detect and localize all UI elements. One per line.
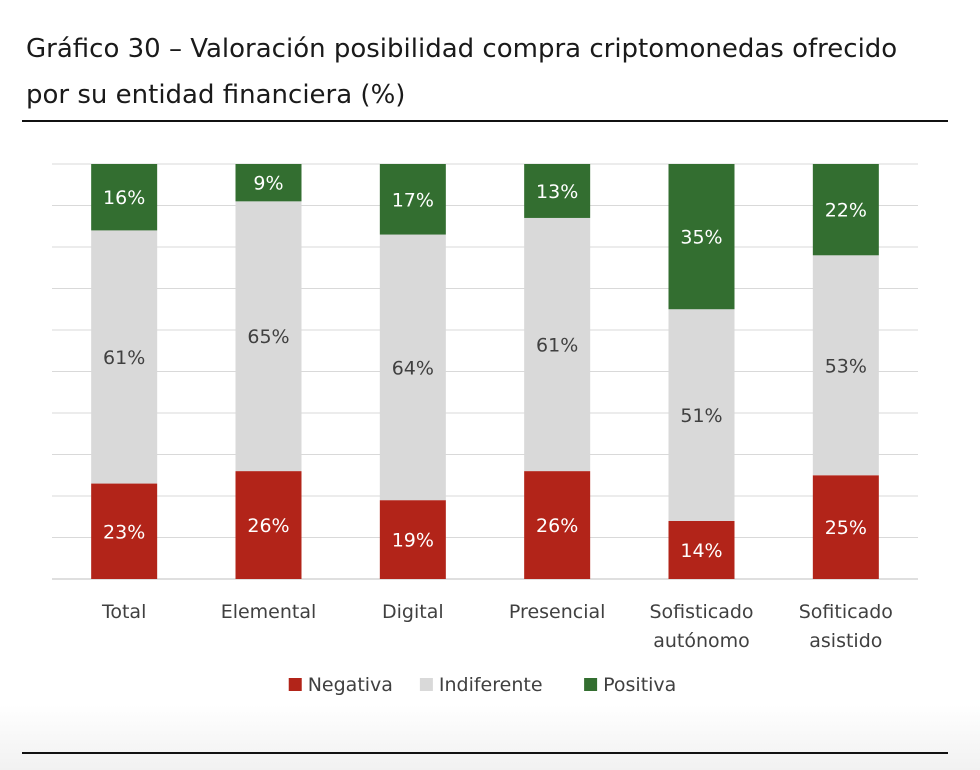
- bar-segment-positiva: [812, 164, 879, 256]
- legend-item-negativa: Negativa: [288, 674, 393, 696]
- bar-segment-positiva: [379, 164, 446, 235]
- top-divider: [22, 120, 948, 122]
- data-label: 53%: [825, 355, 867, 377]
- data-label: 14%: [680, 540, 722, 562]
- category-label: Sofiticado asistido: [799, 601, 893, 652]
- category-label: Total: [101, 601, 146, 623]
- legend-item-indiferente: Indiferente: [419, 674, 543, 696]
- bar-segment-indiferente: [379, 234, 446, 501]
- category-label: Digital: [382, 601, 444, 623]
- data-label: 19%: [392, 530, 434, 552]
- bar-segment-negativa: [668, 520, 735, 579]
- gridlines: [52, 163, 918, 580]
- bottom-fade: [0, 705, 980, 770]
- bar-segment-indiferente: [91, 230, 158, 484]
- bar-segment-negativa: [91, 483, 158, 579]
- bar-segment-negativa: [524, 471, 591, 579]
- x-axis-labels: Total Elemental Digital Presencial Sofistica…: [101, 601, 893, 652]
- data-label: 25%: [825, 517, 867, 539]
- data-label: 51%: [680, 405, 722, 427]
- data-label: 23%: [103, 521, 145, 543]
- data-label: 65%: [247, 326, 289, 348]
- category-label: Elemental: [221, 601, 317, 623]
- chart-title: Gráfico 30 – Valoración posibilidad comp…: [26, 34, 898, 110]
- bar-segment-negativa: [379, 500, 446, 579]
- legend-label: Positiva: [603, 674, 676, 696]
- bar-segment-negativa: [812, 475, 879, 579]
- data-label: 61%: [536, 335, 578, 357]
- category-label: Sofisticado autónomo: [649, 601, 753, 652]
- bottom-divider: [22, 752, 948, 754]
- legend: Negativa Indiferente Positiva: [288, 674, 676, 696]
- data-label: 35%: [680, 227, 722, 249]
- legend-swatch: [419, 678, 433, 691]
- bar-segment-positiva: [668, 164, 735, 310]
- legend-swatch: [288, 678, 302, 691]
- category-label: Presencial: [509, 601, 605, 623]
- bar-segment-indiferente: [812, 255, 879, 476]
- data-label: 61%: [103, 347, 145, 369]
- legend-label: Negativa: [308, 674, 393, 696]
- legend-label: Indiferente: [439, 674, 543, 696]
- data-label: 16%: [103, 187, 145, 209]
- data-label: 64%: [392, 357, 434, 379]
- bar-segment-positiva: [524, 164, 591, 218]
- bar-segment-positiva: [91, 164, 158, 231]
- data-label: 22%: [825, 200, 867, 222]
- data-label: 26%: [536, 515, 578, 537]
- bar-segment-indiferente: [235, 201, 302, 472]
- legend-item-positiva: Positiva: [584, 674, 676, 696]
- bars: 23% 61% 16% 26% 65% 9% 19% 64% 17% 26% 61% 13% 14% 51…: [91, 164, 879, 579]
- data-label: 13%: [536, 181, 578, 203]
- bar-segment-indiferente: [668, 309, 735, 521]
- bar-segment-negativa: [235, 471, 302, 579]
- bar-segment-indiferente: [524, 217, 591, 472]
- data-label: 26%: [247, 515, 289, 537]
- bar-segment-positiva: [235, 164, 302, 202]
- stacked-bar-chart: 23% 61% 16% 26% 65% 9% 19% 64% 17% 26% 61% 13% 14% 51…: [52, 163, 918, 696]
- legend-swatch: [584, 678, 598, 691]
- data-label: 9%: [253, 173, 283, 195]
- data-label: 17%: [392, 189, 434, 211]
